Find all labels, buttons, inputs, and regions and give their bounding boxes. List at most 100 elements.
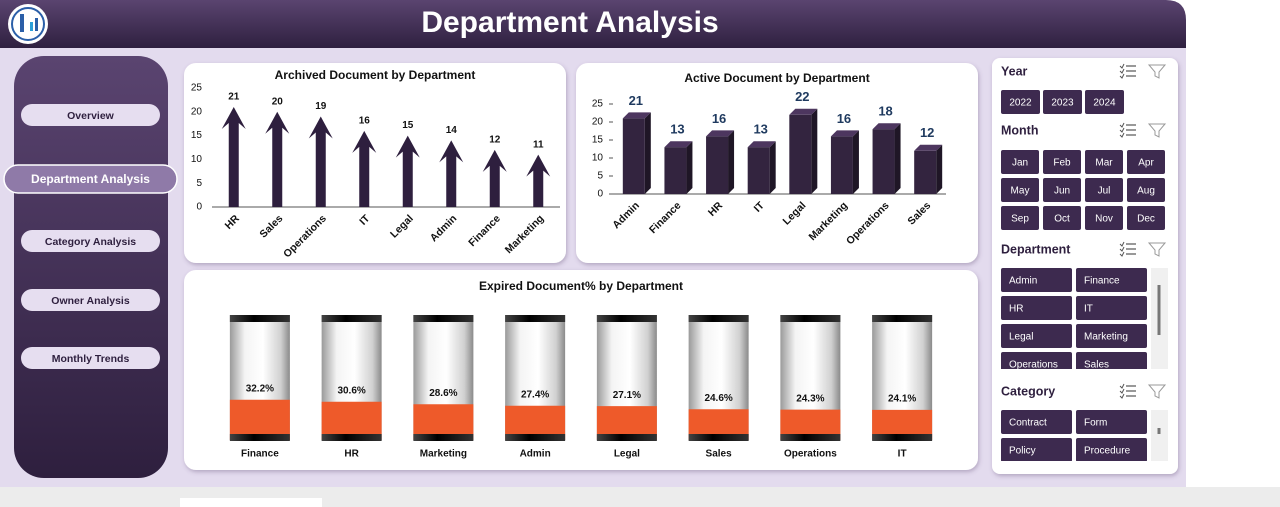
multiselect-icon[interactable] — [1119, 393, 1125, 399]
slicer-button[interactable]: Sep — [1001, 206, 1039, 230]
slicer-button-label[interactable]: Marketing — [1084, 332, 1128, 343]
multiselect-icon[interactable] — [1119, 241, 1125, 247]
x-tick-label: Sales — [706, 449, 733, 460]
slicer-button[interactable]: Policy — [1001, 438, 1072, 462]
slicer-button[interactable]: Feb — [1043, 150, 1081, 174]
slicer-button-label[interactable]: 2022 — [1009, 98, 1032, 109]
slicer-button[interactable]: Admin — [1001, 268, 1072, 292]
slicer-button[interactable]: Nov — [1085, 206, 1123, 230]
chart: Archived Document by Department 0 5 10 15 20 2… — [184, 63, 566, 263]
nav-button-label[interactable]: Department Analysis — [31, 172, 150, 186]
multiselect-icon[interactable] — [1119, 251, 1125, 257]
data-label: 13 — [670, 122, 684, 137]
slicer-button-label[interactable]: Finance — [1084, 276, 1120, 287]
data-label: 16 — [712, 111, 726, 126]
slicer-button-label[interactable]: Sep — [1011, 214, 1029, 225]
multiselect-icon[interactable] — [1119, 383, 1125, 389]
slicer-button-label[interactable]: Sales — [1084, 360, 1109, 371]
clear-filter-icon[interactable] — [1147, 242, 1167, 257]
nav-button-label[interactable]: Monthly Trends — [52, 353, 130, 365]
header-bar — [0, 0, 1186, 48]
slicer-button-label[interactable]: Apr — [1138, 158, 1154, 169]
nav-button[interactable]: Monthly Trends — [21, 347, 160, 369]
slicer-button-label[interactable]: May — [1011, 186, 1030, 197]
slicer-button-label[interactable]: Jul — [1098, 186, 1111, 197]
slicer-button-label[interactable]: Aug — [1137, 186, 1155, 197]
nav-button[interactable]: Department Analysis — [3, 164, 178, 194]
x-tick-label: IT — [898, 449, 907, 460]
nav-button-label[interactable]: Owner Analysis — [51, 295, 130, 307]
slicer-button[interactable]: Procedure — [1076, 438, 1147, 462]
multiselect-icon[interactable] — [1119, 122, 1125, 128]
clear-filter-icon[interactable] — [1147, 64, 1167, 79]
slicer-button[interactable]: Apr — [1127, 150, 1165, 174]
multiselect-icon[interactable] — [1119, 388, 1125, 394]
slicer-button-bg — [1127, 150, 1165, 174]
slicer-button-label[interactable]: HR — [1009, 304, 1023, 315]
slicer-button[interactable]: Dec — [1127, 206, 1165, 230]
slicer-button-label[interactable]: Jan — [1012, 158, 1028, 169]
nav-button[interactable]: Category Analysis — [21, 230, 160, 252]
slicer-title: Category — [1001, 384, 1055, 398]
slicer-button[interactable]: Oct — [1043, 206, 1081, 230]
slicer-button-label[interactable]: Contract — [1009, 418, 1047, 429]
slicer-button[interactable]: 2024 — [1085, 90, 1124, 114]
slicer-button-label[interactable]: Mar — [1095, 158, 1113, 169]
slicer-button[interactable]: HR — [1001, 296, 1072, 320]
slicer-button[interactable]: Jan — [1001, 150, 1039, 174]
slicer-button-label[interactable]: Dec — [1137, 214, 1155, 225]
slicer-button-label[interactable]: 2024 — [1093, 98, 1116, 109]
multiselect-icon[interactable] — [1119, 73, 1125, 79]
slicer-button-label[interactable]: Feb — [1053, 158, 1071, 169]
nav-button-bg — [21, 104, 160, 126]
clear-filter-icon[interactable] — [1147, 123, 1167, 138]
slicer-button[interactable]: Mar — [1085, 150, 1123, 174]
bar-top — [872, 123, 901, 130]
slicer-button[interactable]: Marketing — [1076, 324, 1147, 348]
slicer-button-label[interactable]: Jun — [1054, 186, 1070, 197]
slicer-button-label[interactable]: Oct — [1054, 214, 1070, 225]
multiselect-icon[interactable] — [1119, 246, 1125, 252]
multiselect-icon[interactable] — [1119, 63, 1125, 69]
slicer-button[interactable]: IT — [1076, 296, 1147, 320]
multiselect-icon[interactable] — [1119, 68, 1125, 74]
slicer-button[interactable]: May — [1001, 178, 1039, 202]
slicer-button-label[interactable]: Nov — [1095, 214, 1113, 225]
multiselect-icon[interactable] — [1119, 127, 1125, 133]
slicer-button-label[interactable]: Operations — [1009, 360, 1058, 371]
slicer-button[interactable]: Aug — [1127, 178, 1165, 202]
nav-button[interactable]: Overview — [21, 104, 160, 126]
slicer-button-label[interactable]: Form — [1084, 418, 1107, 429]
slicer-button[interactable]: Form — [1076, 410, 1147, 434]
bar-top — [830, 130, 859, 137]
data-label: 15 — [402, 120, 414, 131]
clear-filter-icon[interactable] — [1147, 384, 1167, 399]
slicer-button-label[interactable]: Legal — [1009, 332, 1033, 343]
slicer-button[interactable]: 2022 — [1001, 90, 1040, 114]
slicer-button[interactable]: Contract — [1001, 410, 1072, 434]
slicer-button[interactable]: Sales — [1076, 352, 1147, 376]
nav-button-label[interactable]: Overview — [67, 110, 115, 122]
x-tick-label: HR — [344, 449, 359, 460]
slicer-button[interactable]: Operations — [1001, 352, 1072, 376]
slicer-button[interactable]: Jun — [1043, 178, 1081, 202]
slicer-button[interactable]: 2023 — [1043, 90, 1082, 114]
nav-button-label[interactable]: Category Analysis — [45, 236, 136, 248]
bar-top — [789, 108, 818, 115]
slicer-button-label[interactable]: Procedure — [1084, 446, 1131, 457]
slicer-button-label[interactable]: Admin — [1009, 276, 1037, 287]
tube-cap — [780, 315, 841, 322]
slicer-button-label[interactable]: Policy — [1009, 446, 1036, 457]
multiselect-icon[interactable] — [1119, 132, 1125, 138]
slicer-button[interactable]: Legal — [1001, 324, 1072, 348]
nav-button[interactable]: Owner Analysis — [21, 289, 160, 311]
slicer-button[interactable]: Finance — [1076, 268, 1147, 292]
y-tick-label: 15 — [191, 130, 203, 141]
bar-side — [686, 141, 693, 194]
slicer-button-label[interactable]: 2023 — [1051, 98, 1074, 109]
slicer-button[interactable]: Jul — [1085, 178, 1123, 202]
slicer-button-label[interactable]: IT — [1084, 304, 1093, 315]
y-tick-label: 10 — [592, 153, 604, 164]
logo-bar — [30, 22, 33, 31]
